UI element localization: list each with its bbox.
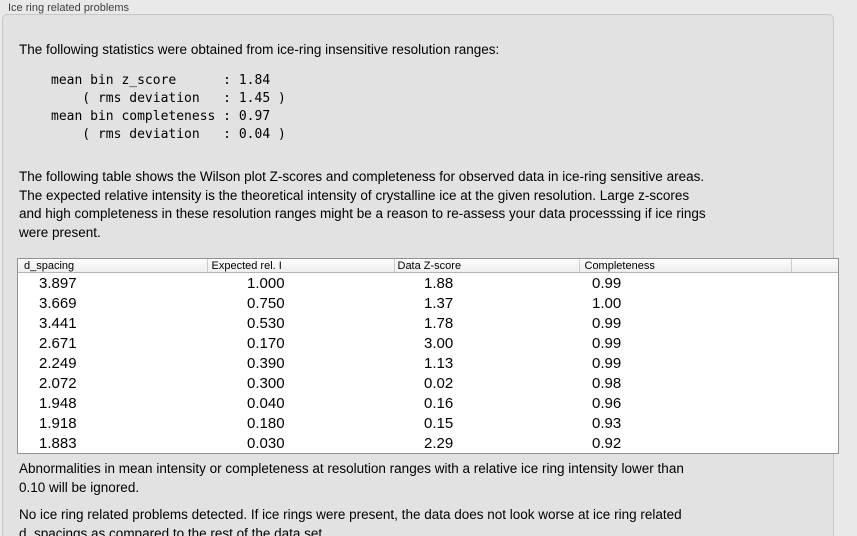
table-cell: 0.180 — [207, 413, 394, 433]
table-cell: 1.00 — [579, 293, 791, 313]
table-cell: 0.98 — [579, 373, 791, 393]
table-cell — [791, 413, 838, 433]
table-cell — [791, 373, 838, 393]
table-cell: 0.030 — [207, 433, 394, 453]
table-cell: 0.99 — [579, 333, 791, 353]
table-intro-text: The following table shows the Wilson plo… — [19, 169, 706, 240]
table-cell: 0.16 — [394, 393, 579, 413]
conclusion-text: No ice ring related problems detected. I… — [19, 507, 682, 536]
table-cell: 0.93 — [579, 413, 791, 433]
table-cell: 0.040 — [207, 393, 394, 413]
ice-ring-list-control: d_spacing Expected rel. I Data Z-score C… — [18, 259, 838, 453]
ignore-note-text: Abnormalities in mean intensity or compl… — [19, 461, 684, 495]
table-cell: 1.37 — [394, 293, 579, 313]
groupbox-title: Ice ring related problems — [8, 2, 130, 14]
table-cell: 0.99 — [579, 313, 791, 333]
table-cell: 0.99 — [579, 272, 791, 293]
table-cell: 0.530 — [207, 313, 394, 333]
table-cell: 2.671 — [18, 333, 207, 353]
column-header-completeness[interactable]: Completeness — [578, 259, 791, 273]
table-cell: 0.96 — [579, 393, 791, 413]
table-row[interactable]: 3.897 1.000 1.88 0.99 — [18, 272, 838, 293]
table-cell: 0.390 — [207, 353, 394, 373]
table-row[interactable]: 1.883 0.030 2.29 0.92 — [18, 433, 838, 453]
table-row[interactable]: 3.669 0.750 1.37 1.00 — [18, 293, 838, 313]
table-cell: 0.92 — [579, 433, 791, 453]
table-row[interactable]: 2.249 0.390 1.13 0.99 — [18, 353, 838, 373]
table-cell — [791, 333, 838, 353]
stats-intro-text: The following statistics were obtained f… — [19, 42, 500, 57]
table-row[interactable]: 2.072 0.300 0.02 0.98 — [18, 373, 838, 393]
table-cell — [791, 393, 838, 413]
table-cell: 1.88 — [394, 272, 579, 293]
table-cell: 0.15 — [394, 413, 579, 433]
table-header: d_spacing Expected rel. I Data Z-score C… — [18, 259, 838, 273]
table-row[interactable]: 2.671 0.170 3.00 0.99 — [18, 333, 838, 353]
column-header-data-z-score[interactable]: Data Z-score — [393, 259, 579, 273]
table-cell — [791, 313, 838, 333]
table-cell: 0.300 — [207, 373, 394, 393]
stats-summary-block: mean bin z_score : 1.84 ( rms deviation … — [51, 73, 286, 142]
column-header-empty[interactable] — [790, 259, 838, 273]
table-cell: 1.13 — [394, 353, 579, 373]
table-row[interactable]: 3.441 0.530 1.78 0.99 — [18, 313, 838, 333]
table-cell — [791, 433, 838, 453]
table-cell: 1.78 — [394, 313, 579, 333]
table-cell: 2.249 — [18, 353, 207, 373]
table-cell — [791, 272, 838, 293]
table-body: 3.897 1.000 1.88 0.99 3.669 0.750 1.37 1.00 3.44… — [18, 272, 838, 453]
table-cell: 2.29 — [394, 433, 579, 453]
table-cell: 2.072 — [18, 373, 207, 393]
table-cell — [791, 353, 838, 373]
table-cell: 3.669 — [18, 293, 207, 313]
table-cell: 1.948 — [18, 393, 207, 413]
table-cell: 0.750 — [207, 293, 394, 313]
table-cell: 0.170 — [207, 333, 394, 353]
table-row[interactable]: 1.948 0.040 0.16 0.96 — [18, 393, 838, 413]
table-cell: 1.918 — [18, 413, 207, 433]
table-cell: 3.441 — [18, 313, 207, 333]
table-cell: 3.00 — [394, 333, 579, 353]
table-cell — [791, 293, 838, 313]
column-header-expected-rel-i[interactable]: Expected rel. I — [206, 259, 394, 273]
ice-ring-groupbox: The following statistics were obtained f… — [2, 14, 839, 536]
table-cell: 1.000 — [207, 272, 394, 293]
table-cell: 0.99 — [579, 353, 791, 373]
table-cell: 1.883 — [18, 433, 207, 453]
table-cell: 0.02 — [394, 373, 579, 393]
table-cell: 3.897 — [18, 272, 207, 293]
ice-ring-table[interactable]: d_spacing Expected rel. I Data Z-score C… — [17, 258, 839, 454]
table-row[interactable]: 1.918 0.180 0.15 0.93 — [18, 413, 838, 433]
column-header-d-spacing[interactable]: d_spacing — [18, 259, 207, 273]
